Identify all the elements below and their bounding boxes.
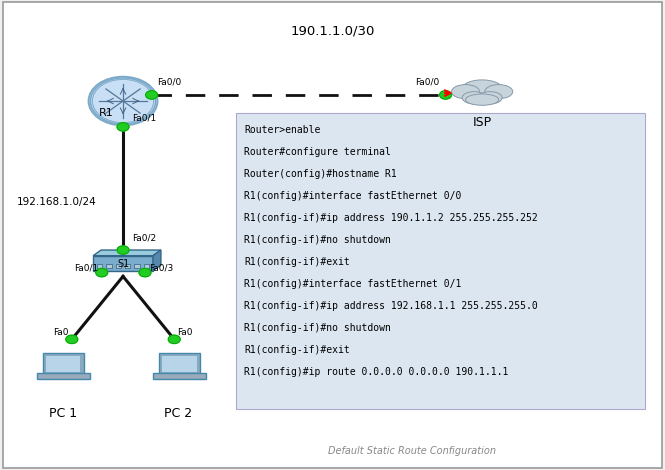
- Text: Fa0/0: Fa0/0: [157, 78, 181, 87]
- Text: Fa0/3: Fa0/3: [150, 263, 174, 273]
- Circle shape: [66, 335, 78, 344]
- Ellipse shape: [485, 85, 513, 99]
- Text: 192.168.1.0/24: 192.168.1.0/24: [17, 197, 96, 207]
- FancyBboxPatch shape: [46, 356, 80, 372]
- FancyBboxPatch shape: [144, 264, 149, 268]
- FancyBboxPatch shape: [153, 373, 206, 379]
- Ellipse shape: [452, 85, 479, 99]
- Ellipse shape: [462, 92, 486, 104]
- Circle shape: [440, 91, 452, 99]
- FancyBboxPatch shape: [162, 356, 197, 372]
- Ellipse shape: [465, 94, 499, 105]
- Circle shape: [139, 268, 151, 277]
- FancyBboxPatch shape: [3, 2, 662, 468]
- Text: R1(config-if)#exit: R1(config-if)#exit: [244, 345, 350, 355]
- Text: Fa0/2: Fa0/2: [132, 234, 156, 243]
- Text: R1(config-if)#no shutdown: R1(config-if)#no shutdown: [244, 323, 391, 333]
- Circle shape: [88, 77, 158, 125]
- Text: Router#configure terminal: Router#configure terminal: [244, 147, 391, 157]
- Text: ISP: ISP: [473, 116, 491, 129]
- Circle shape: [146, 91, 158, 99]
- Text: PC 1: PC 1: [49, 407, 77, 420]
- Circle shape: [96, 268, 108, 277]
- Text: R1(config-if)#ip address 190.1.1.2 255.255.255.252: R1(config-if)#ip address 190.1.1.2 255.2…: [244, 213, 538, 223]
- FancyBboxPatch shape: [236, 113, 645, 409]
- FancyBboxPatch shape: [116, 264, 121, 268]
- Circle shape: [117, 123, 129, 131]
- Circle shape: [92, 79, 154, 123]
- FancyBboxPatch shape: [134, 264, 140, 268]
- Circle shape: [90, 78, 156, 124]
- Ellipse shape: [478, 92, 502, 104]
- Text: Fa0/1: Fa0/1: [132, 114, 156, 123]
- Text: Default Static Route Configuration: Default Static Route Configuration: [329, 446, 496, 456]
- Text: Fa0: Fa0: [53, 328, 68, 337]
- Circle shape: [168, 335, 180, 344]
- Polygon shape: [153, 250, 161, 271]
- FancyBboxPatch shape: [93, 256, 153, 271]
- Text: R1(config)#ip route 0.0.0.0 0.0.0.0 190.1.1.1: R1(config)#ip route 0.0.0.0 0.0.0.0 190.…: [244, 367, 509, 376]
- FancyBboxPatch shape: [106, 264, 112, 268]
- Text: Router>enable: Router>enable: [244, 125, 321, 135]
- Text: Fa0: Fa0: [178, 328, 193, 337]
- Text: Fa0/1: Fa0/1: [74, 263, 98, 273]
- Text: R1(config-if)#no shutdown: R1(config-if)#no shutdown: [244, 235, 391, 245]
- Text: R1(config-if)#exit: R1(config-if)#exit: [244, 257, 350, 267]
- FancyBboxPatch shape: [159, 353, 200, 374]
- Text: PC 2: PC 2: [164, 407, 192, 420]
- FancyBboxPatch shape: [97, 264, 102, 268]
- Text: Fa0/0: Fa0/0: [415, 78, 439, 87]
- Text: Router(config)#hostname R1: Router(config)#hostname R1: [244, 169, 397, 179]
- FancyBboxPatch shape: [43, 353, 84, 374]
- FancyBboxPatch shape: [125, 264, 130, 268]
- Text: R1(config-if)#ip address 192.168.1.1 255.255.255.0: R1(config-if)#ip address 192.168.1.1 255…: [244, 301, 538, 311]
- Text: R1(config)#interface fastEthernet 0/1: R1(config)#interface fastEthernet 0/1: [244, 279, 462, 289]
- Text: S1: S1: [118, 259, 130, 269]
- Text: R1: R1: [98, 108, 113, 118]
- Circle shape: [117, 246, 129, 254]
- Text: 190.1.1.0/30: 190.1.1.0/30: [291, 24, 374, 37]
- FancyBboxPatch shape: [37, 373, 90, 379]
- Text: R1(config)#interface fastEthernet 0/0: R1(config)#interface fastEthernet 0/0: [244, 191, 462, 201]
- Polygon shape: [93, 250, 161, 256]
- Ellipse shape: [462, 80, 503, 99]
